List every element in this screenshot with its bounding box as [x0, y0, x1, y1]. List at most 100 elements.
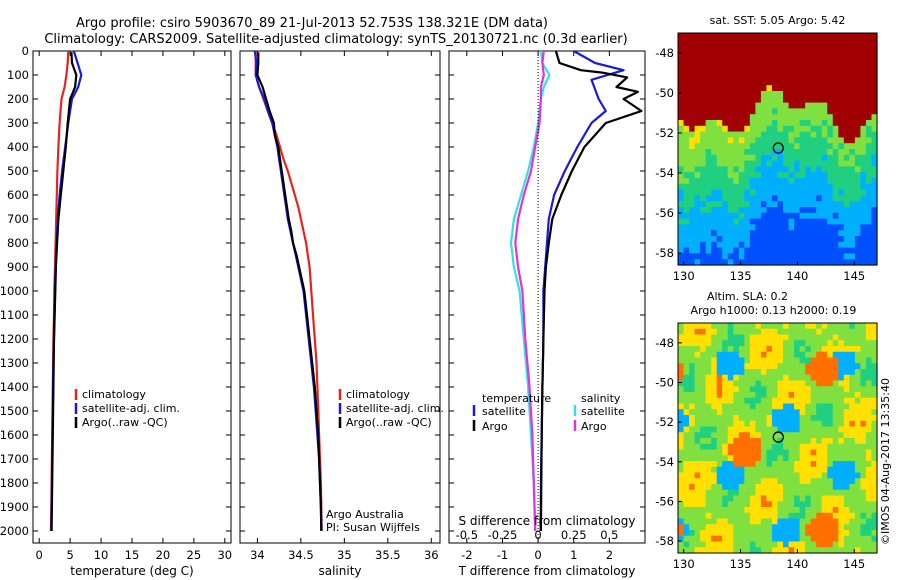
map-x-tick-label: 140 [786, 557, 808, 571]
x-tick-label: 10 [94, 548, 109, 562]
s-axis-label: S difference from climatology [459, 514, 636, 528]
annotation-argo-australia: Argo Australia [326, 508, 404, 521]
sla-map-panel: 130 135 140 145 -48 -50 -52 -54 -56 -58 Altim. SLA… [655, 290, 878, 571]
legend-entry: satellite-adj. clim. [346, 402, 444, 415]
depth-tick-label: 1600 [0, 428, 29, 442]
map-y-tick-label: -52 [655, 126, 674, 140]
x-tick-label: 0 [534, 548, 541, 562]
map-y-tick-label: -54 [655, 166, 674, 180]
depth-tick-label: 400 [7, 140, 29, 154]
map-x-tick-label: 135 [730, 557, 752, 571]
map-frame [677, 32, 878, 266]
depth-tick-label: 100 [7, 68, 29, 82]
legend-entry: Argo(..raw -QC) [346, 416, 432, 429]
series-line-argo [539, 50, 643, 532]
x-tick-label: 15 [125, 548, 140, 562]
legend-entry: climatology [346, 388, 410, 401]
heatmap-cells [678, 33, 878, 266]
argo-position-marker [772, 431, 784, 443]
depth-tick-label: 1400 [0, 380, 29, 394]
map-y-tick-label: -58 [655, 534, 674, 548]
x-axis-label: salinity [318, 564, 361, 578]
sla-map-title: Altim. SLA: 0.2 [707, 290, 788, 303]
depth-tick-label: 500 [7, 164, 29, 178]
temperature-panel: 0 5 10 15 20 25 30 temperature (deg C) 0 100 200 30… [0, 44, 232, 578]
argo-position-marker [772, 142, 784, 154]
x-axis-label: temperature (deg C) [70, 564, 193, 578]
depth-tick-label: 1100 [0, 308, 29, 322]
s-tick-label: -0.5 [456, 528, 478, 542]
map-x-tick-label: 130 [673, 269, 695, 283]
map-y-tick-label: -58 [655, 246, 674, 260]
x-tick-label: 35.5 [375, 548, 401, 562]
s-tick-label: -0.25 [488, 528, 518, 542]
x-tick-label: -2 [461, 548, 472, 562]
map-x-tick-label: 140 [786, 269, 808, 283]
map-y-tick-label: -48 [655, 46, 674, 60]
title-line-2: Climatology: CARS2009. Satellite-adjuste… [44, 32, 627, 47]
map-y-tick-label: -50 [655, 86, 674, 100]
legend-entry: satellite-adj. clim. [82, 402, 180, 415]
x-tick-label: 36 [424, 548, 439, 562]
x-tick-label: -1 [497, 548, 508, 562]
map-x-tick-label: 145 [843, 269, 865, 283]
legend-temperature-satellite: satellite [482, 405, 526, 418]
depth-tick-label: 1200 [0, 332, 29, 346]
map-y-tick-label: -50 [655, 375, 674, 389]
depth-tick-label: 1700 [0, 452, 29, 466]
depth-tick-label: 1500 [0, 404, 29, 418]
series-line-argo [514, 50, 545, 532]
map-x-tick-label: 130 [673, 557, 695, 571]
legend-salinity-argo: Argo [581, 420, 607, 433]
x-tick-label: 20 [156, 548, 171, 562]
depth-tick-label: 1900 [0, 500, 29, 514]
heatmap-cells [678, 323, 878, 554]
map-y-tick-label: -54 [655, 455, 674, 469]
sla-map-subtitle: Argo h1000: 0.13 h2000: 0.19 [691, 304, 857, 317]
map-y-tick-label: -52 [655, 415, 674, 429]
x-tick-label: 1 [570, 548, 577, 562]
x-axis-label: T difference from climatology [458, 564, 636, 578]
plot-frame [239, 50, 441, 544]
s-tick-label: 0.25 [561, 528, 587, 542]
x-tick-label: 5 [66, 548, 73, 562]
sst-map-panel: 130 135 140 145 -48 -50 -52 -54 -56 -58 sat. SST: … [655, 14, 878, 283]
map-x-tick-label: 135 [730, 269, 752, 283]
map-y-tick-label: -48 [655, 336, 674, 350]
salinity-panel: 34 34.5 35 35.5 36 salinity climatologysatelli… [239, 50, 444, 578]
depth-tick-label: 700 [7, 212, 29, 226]
plot-frame [448, 50, 646, 544]
series-line-argo-raw-qc- [256, 52, 323, 532]
map-y-tick-label: -56 [655, 206, 674, 220]
legend-temperature-argo: Argo [482, 420, 508, 433]
legend-temperature-title: temperature [482, 392, 551, 405]
x-tick-label: 30 [217, 548, 232, 562]
x-tick-label: 0 [36, 548, 43, 562]
sst-map-title: sat. SST: 5.05 Argo: 5.42 [710, 14, 846, 27]
depth-tick-label: 1800 [0, 476, 29, 490]
series-line-satellite [509, 50, 551, 532]
depth-tick-label: 600 [7, 188, 29, 202]
depth-tick-label: 0 [22, 44, 29, 58]
map-y-tick-label: -56 [655, 494, 674, 508]
x-tick-label: 2 [606, 548, 613, 562]
legend-salinity-satellite: satellite [581, 405, 625, 418]
depth-tick-label: 300 [7, 116, 29, 130]
map-x-tick-label: 145 [843, 557, 865, 571]
s-tick-label: 0 [534, 528, 541, 542]
depth-tick-label: 800 [7, 236, 29, 250]
x-tick-label: 34 [250, 548, 265, 562]
x-tick-label: 35 [337, 548, 352, 562]
x-tick-label: 25 [187, 548, 202, 562]
annotation-pi: PI: Susan Wijffels [326, 521, 420, 534]
depth-tick-label: 1300 [0, 356, 29, 370]
title-line-1: Argo profile: csiro 5903670_89 21-Jul-20… [76, 16, 548, 31]
s-tick-label: 0.5 [600, 528, 618, 542]
imos-credit: ©IMOS 04-Aug-2017 13:35:40 [879, 378, 892, 545]
legend-salinity-title: salinity [581, 392, 621, 405]
difference-panel: -2 -1 0 1 2 T difference from climatology -0.5… [448, 50, 646, 578]
x-tick-label: 34.5 [288, 548, 314, 562]
depth-tick-label: 200 [7, 92, 29, 106]
legend-entry: Argo(..raw -QC) [82, 416, 168, 429]
